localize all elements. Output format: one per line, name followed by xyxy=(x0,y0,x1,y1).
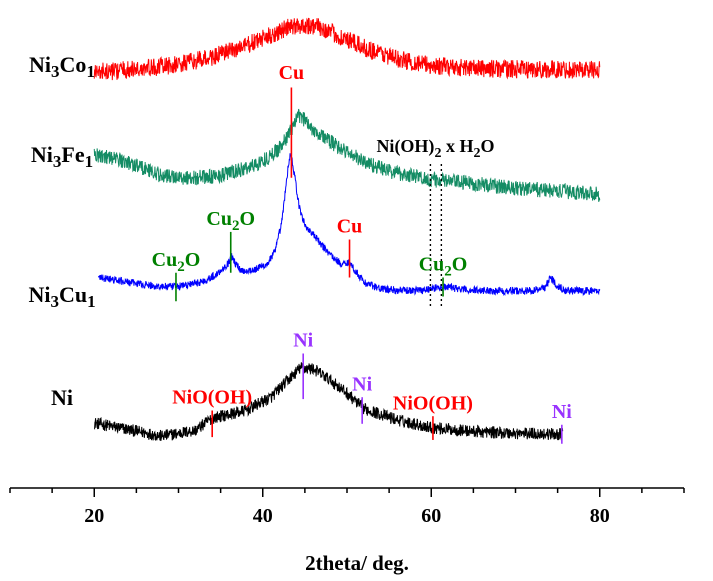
annotation-cu_main: Cu xyxy=(279,62,305,84)
x-tick-label: 20 xyxy=(84,505,104,527)
x-tick-label: 60 xyxy=(421,505,441,527)
x-axis: 20 40 60 80 xyxy=(9,487,685,527)
x-tick-label: 40 xyxy=(253,505,273,527)
annotation-nioh_a: NiO(OH) xyxy=(172,387,252,409)
annotation-cu2o_b: Cu2O xyxy=(206,208,255,234)
marker-layer xyxy=(175,87,563,444)
series-layer xyxy=(93,17,601,442)
annotation-cu_side: Cu xyxy=(337,216,363,238)
series-label-nico: Ni3Co1 xyxy=(29,52,95,81)
series-label-nife: Ni3Fe1 xyxy=(31,142,93,171)
annotation-cu2o_a: Cu2O xyxy=(152,249,201,275)
annotation-ni_c: Ni xyxy=(552,401,572,423)
annotation-nioh_b: NiO(OH) xyxy=(393,392,473,414)
annotation-nioh2: Ni(OH)2 x H2O xyxy=(376,136,494,161)
series-label-layer: Ni Ni3Cu1 Ni3Fe1 Ni3Co1 xyxy=(28,52,95,410)
x-axis-title: 2theta/ deg. xyxy=(305,551,409,575)
series-label-ni: Ni xyxy=(51,385,73,410)
x-tick-label: 80 xyxy=(590,505,610,527)
annotation-ni_a: Ni xyxy=(293,330,313,352)
annotation-ni_b: Ni xyxy=(352,373,372,395)
series-line-nico xyxy=(93,17,601,81)
series-line-nife xyxy=(93,108,601,203)
series-label-nicu: Ni3Cu1 xyxy=(28,282,95,311)
series-line-ni xyxy=(94,362,564,442)
annotation-cu2o_c: Cu2O xyxy=(419,254,468,280)
